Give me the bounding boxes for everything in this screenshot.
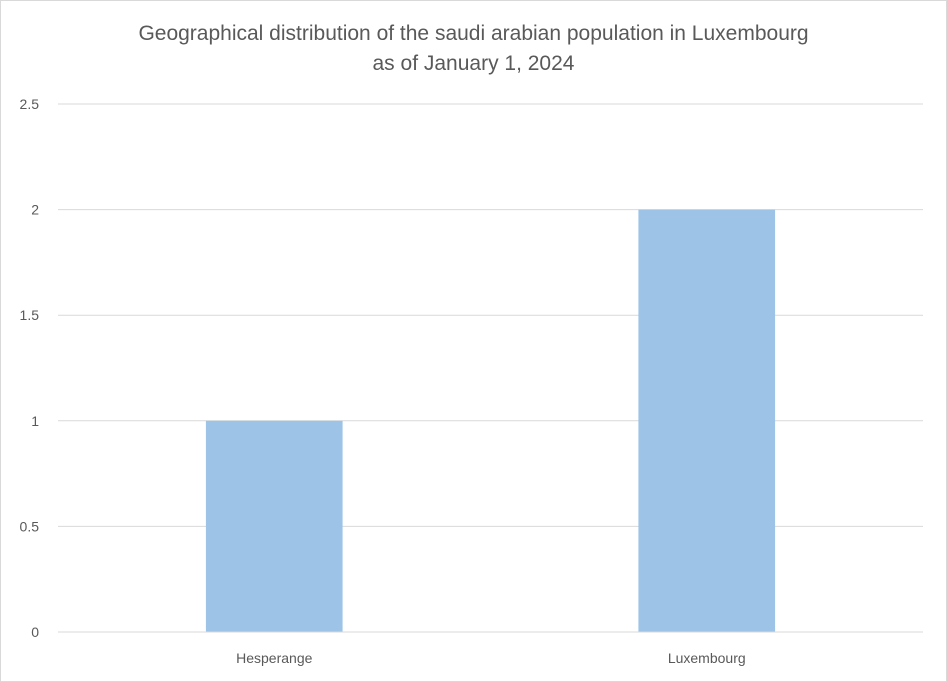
chart-title-line-1: Geographical distribution of the saudi a… [138,22,809,45]
y-tick-label: 0 [31,624,39,640]
x-tick-label: Hesperange [236,650,312,666]
bar-luxembourg [638,209,776,632]
y-tick-label: 1.5 [20,307,40,323]
x-tick-label: Luxembourg [668,650,746,666]
y-tick-label: 0.5 [20,518,40,534]
chart-title-line-2: as of January 1, 2024 [372,52,575,75]
y-tick-label: 1 [31,413,39,429]
y-tick-label: 2 [31,202,39,218]
y-tick-label: 2.5 [20,96,40,112]
bar-hesperange [205,420,343,632]
chart-title: Geographical distribution of the saudi a… [1,19,946,79]
